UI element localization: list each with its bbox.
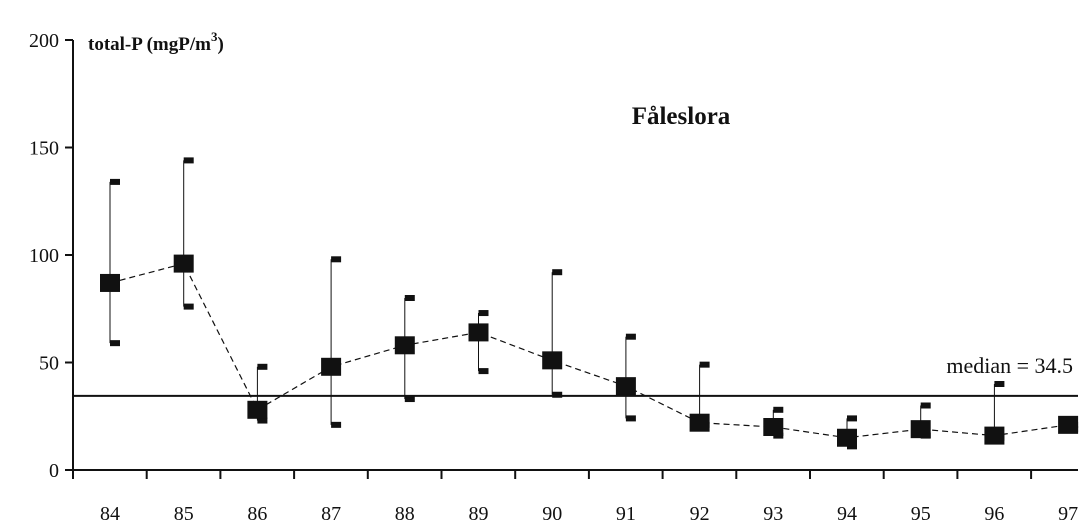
max-marker-88 — [404, 295, 415, 301]
max-marker-91 — [625, 333, 636, 340]
x-axis: 84 85 86 87 88 89 90 91 92 93 94 95 96 97 — [72, 469, 1078, 525]
x-tick-label-90: 90 — [542, 503, 562, 525]
x-tick-label-93: 93 — [763, 503, 783, 525]
mean-marker-94 — [837, 428, 857, 447]
x-tick-label-85: 85 — [174, 503, 194, 525]
max-marker-89 — [478, 310, 489, 317]
max-marker-96 — [994, 381, 1005, 387]
x-tick-label-94: 94 — [837, 503, 857, 525]
min-marker-86 — [257, 417, 268, 424]
y-tick-label-50: 50 — [39, 353, 59, 375]
max-marker-90 — [552, 269, 563, 276]
mean-marker-87 — [321, 357, 342, 376]
max-marker-94 — [847, 415, 857, 422]
y-axis: 0 50 100 150 200 — [29, 30, 74, 482]
mean-marker-84 — [100, 273, 120, 292]
x-tick-label-92: 92 — [690, 503, 710, 525]
mean-marker-89 — [468, 323, 489, 342]
mean-marker-86 — [247, 400, 268, 419]
min-marker-87 — [331, 421, 342, 428]
mean-marker-91 — [615, 377, 636, 396]
x-tick-label-86: 86 — [247, 503, 267, 525]
min-marker-85 — [183, 303, 194, 310]
mean-marker-95 — [910, 420, 931, 439]
max-marker-95 — [920, 402, 931, 409]
x-tick-label-91: 91 — [616, 503, 636, 525]
x-tick-label-89: 89 — [469, 503, 489, 525]
max-marker-86 — [257, 363, 268, 370]
max-marker-87 — [331, 256, 342, 263]
y-axis-label: total-P (mgP/m3) — [88, 29, 224, 55]
min-marker-90 — [552, 391, 563, 398]
max-marker-85 — [183, 157, 194, 164]
max-marker-93 — [773, 406, 784, 413]
mean-marker-97 — [1058, 415, 1079, 434]
min-marker-88 — [404, 396, 415, 403]
min-marker-91 — [625, 415, 636, 422]
mean-marker-96 — [984, 426, 1005, 445]
min-marker-84 — [110, 340, 120, 347]
mean-marker-92 — [689, 413, 710, 432]
y-tick-label-150: 150 — [29, 138, 59, 160]
max-marker-84 — [110, 178, 120, 185]
max-marker-92 — [699, 361, 710, 368]
chart-title: Fåleslora — [632, 103, 731, 130]
x-tick-label-97: 97 — [1058, 503, 1078, 525]
x-tick-label-87: 87 — [321, 503, 341, 525]
mean-polyline — [109, 262, 1069, 439]
x-tick-label-96: 96 — [984, 503, 1004, 525]
y-tick-label-100: 100 — [29, 245, 59, 267]
mean-marker-85 — [173, 254, 194, 273]
median-label: median = 34.5 — [946, 353, 1073, 378]
y-tick-label-0: 0 — [49, 460, 59, 482]
x-tick-label-88: 88 — [395, 503, 415, 525]
x-tick-label-84: 84 — [100, 503, 120, 525]
mean-marker-93 — [763, 418, 784, 436]
markers — [100, 254, 1079, 447]
y-tick-label-200: 200 — [29, 30, 59, 52]
mean-line — [109, 262, 1069, 439]
x-tick-label-95: 95 — [911, 503, 931, 525]
mean-marker-90 — [542, 351, 563, 370]
min-marker-89 — [478, 368, 489, 375]
mean-marker-88 — [394, 336, 415, 355]
